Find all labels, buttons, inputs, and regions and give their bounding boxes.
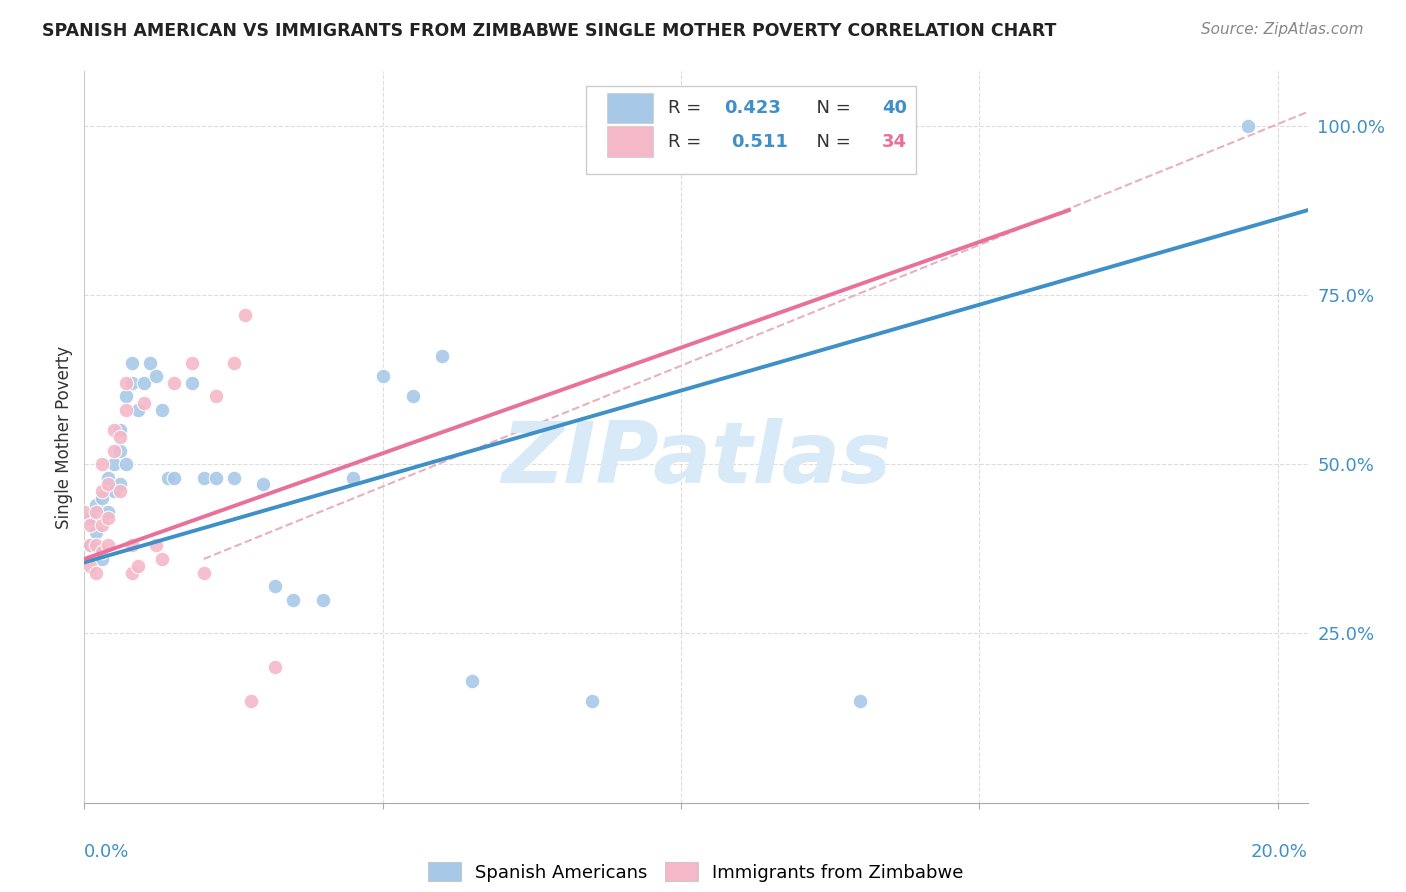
Point xyxy=(163,376,186,390)
Point xyxy=(342,471,364,485)
Text: 0.423: 0.423 xyxy=(724,99,780,117)
Point xyxy=(115,457,138,471)
Point xyxy=(252,477,274,491)
Point xyxy=(222,355,245,369)
Text: R =: R = xyxy=(668,133,713,151)
Point xyxy=(79,538,101,552)
Point xyxy=(121,355,143,369)
Point xyxy=(193,471,215,485)
Point xyxy=(581,694,603,708)
Point xyxy=(264,660,287,674)
Text: SPANISH AMERICAN VS IMMIGRANTS FROM ZIMBABWE SINGLE MOTHER POVERTY CORRELATION C: SPANISH AMERICAN VS IMMIGRANTS FROM ZIMB… xyxy=(42,22,1056,40)
Point xyxy=(849,694,872,708)
Point xyxy=(240,694,263,708)
Point xyxy=(115,389,138,403)
Text: N =: N = xyxy=(804,99,856,117)
Point xyxy=(115,403,138,417)
Text: ZIPatlas: ZIPatlas xyxy=(501,417,891,500)
Point xyxy=(1237,119,1260,133)
Point xyxy=(103,423,125,437)
Point xyxy=(115,376,138,390)
Point xyxy=(145,369,167,384)
Point xyxy=(156,471,179,485)
FancyBboxPatch shape xyxy=(606,93,654,123)
Point xyxy=(132,396,155,410)
Point xyxy=(84,524,107,539)
Text: 0.511: 0.511 xyxy=(731,133,789,151)
Point xyxy=(127,403,149,417)
Text: 40: 40 xyxy=(882,99,907,117)
Point xyxy=(97,511,120,525)
Point xyxy=(204,471,226,485)
Point xyxy=(84,538,107,552)
Point xyxy=(401,389,423,403)
Text: R =: R = xyxy=(668,99,707,117)
Point xyxy=(180,355,202,369)
Point xyxy=(121,566,143,580)
Point xyxy=(461,673,484,688)
Point xyxy=(108,430,131,444)
Text: N =: N = xyxy=(804,133,856,151)
Point xyxy=(150,552,173,566)
Point xyxy=(103,443,125,458)
Text: Source: ZipAtlas.com: Source: ZipAtlas.com xyxy=(1201,22,1364,37)
Point xyxy=(235,308,257,322)
Point xyxy=(97,538,120,552)
Point xyxy=(103,457,125,471)
Point xyxy=(145,538,167,552)
Point xyxy=(84,498,107,512)
Point xyxy=(222,471,245,485)
Point xyxy=(73,505,96,519)
Point xyxy=(97,471,120,485)
Point xyxy=(108,484,131,499)
Point xyxy=(108,443,131,458)
Point xyxy=(121,538,143,552)
Point xyxy=(312,592,335,607)
Text: 34: 34 xyxy=(882,133,907,151)
Point xyxy=(91,518,114,533)
Y-axis label: Single Mother Poverty: Single Mother Poverty xyxy=(55,345,73,529)
Point xyxy=(84,566,107,580)
Point xyxy=(121,376,143,390)
Point xyxy=(108,477,131,491)
Point xyxy=(79,518,101,533)
Point xyxy=(283,592,305,607)
Point xyxy=(91,545,114,559)
Point xyxy=(150,403,173,417)
FancyBboxPatch shape xyxy=(606,126,654,157)
Point xyxy=(264,579,287,593)
Point xyxy=(84,505,107,519)
Text: 0.0%: 0.0% xyxy=(84,843,129,861)
Point xyxy=(139,355,162,369)
Point xyxy=(180,376,202,390)
Point xyxy=(204,389,226,403)
Point xyxy=(432,349,454,363)
Point xyxy=(97,505,120,519)
FancyBboxPatch shape xyxy=(586,86,917,174)
Point xyxy=(79,511,101,525)
Point xyxy=(79,538,101,552)
Point xyxy=(97,477,120,491)
Point xyxy=(91,484,114,499)
Text: 20.0%: 20.0% xyxy=(1251,843,1308,861)
Point xyxy=(79,558,101,573)
Point xyxy=(108,423,131,437)
Point xyxy=(91,491,114,505)
Point xyxy=(103,484,125,499)
Point xyxy=(91,552,114,566)
Point xyxy=(91,457,114,471)
Point xyxy=(371,369,394,384)
Point xyxy=(127,558,149,573)
Point xyxy=(132,376,155,390)
Legend: Spanish Americans, Immigrants from Zimbabwe: Spanish Americans, Immigrants from Zimba… xyxy=(427,863,965,881)
Point xyxy=(163,471,186,485)
Point xyxy=(193,566,215,580)
